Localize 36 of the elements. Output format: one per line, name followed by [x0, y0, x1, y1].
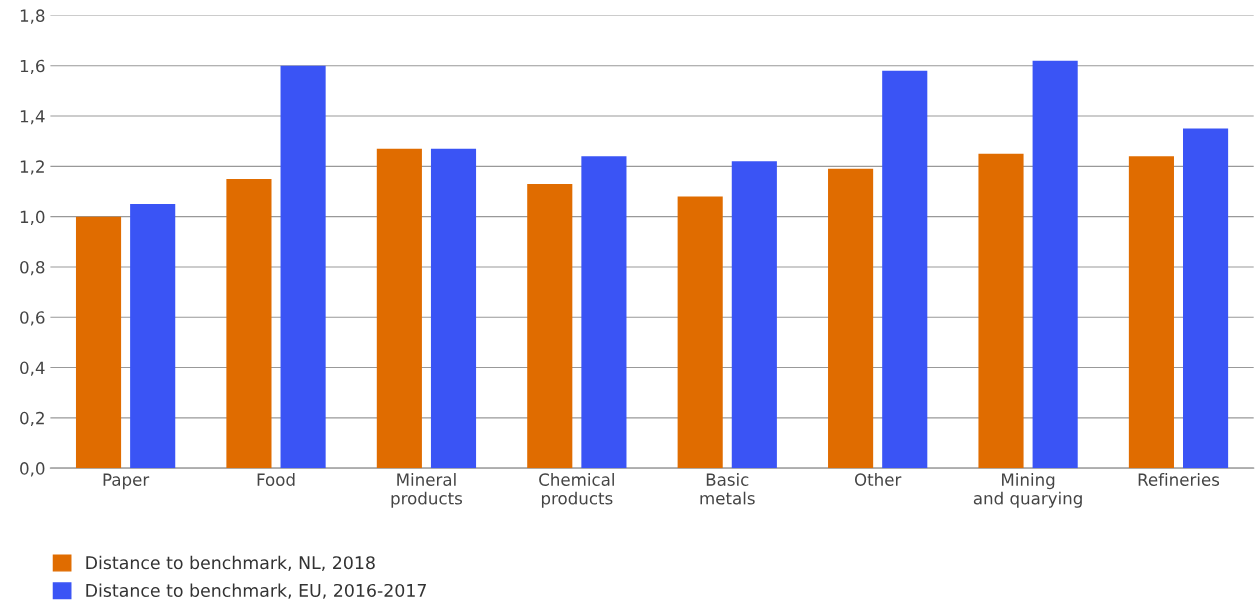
legend-label: Distance to benchmark, NL, 2018 [86, 555, 375, 572]
x-tick-label: Basic metals [700, 473, 755, 505]
bar [1032, 60, 1078, 469]
bar [75, 216, 122, 469]
x-tick-label: Food [257, 473, 295, 486]
y-tick-label: 1,2 [20, 160, 44, 175]
y-tick-label: 0,4 [20, 361, 45, 376]
x-tick-label: Chemical products [539, 473, 614, 508]
bar [226, 178, 272, 469]
x-tick-label: Other [854, 473, 902, 486]
bar [376, 148, 422, 469]
x-tick-label: Refineries [1138, 473, 1220, 486]
bar [130, 204, 176, 469]
legend-label: Distance to benchmark, EU, 2016-2017 [86, 583, 426, 599]
bar [430, 148, 477, 469]
x-tick-label: Mining and quarying [973, 473, 1082, 508]
bar [978, 153, 1024, 469]
bar [1128, 156, 1174, 469]
y-tick-label: 1,8 [20, 9, 45, 24]
y-tick-label: 1,4 [20, 110, 45, 125]
x-tick-label: Mineral products [391, 473, 463, 508]
y-tick-label: 1,6 [20, 59, 45, 74]
y-tick-label: 1,0 [20, 210, 45, 225]
y-tick-label: 0,8 [20, 260, 45, 276]
bar [828, 168, 874, 469]
bar [280, 65, 326, 469]
y-tick-label: 0,6 [20, 311, 45, 326]
bar [677, 196, 723, 469]
bar [882, 70, 928, 469]
bar [731, 161, 777, 469]
y-tick-label: 0,0 [20, 462, 45, 477]
y-tick-label: 0,2 [20, 411, 44, 427]
bar [581, 156, 627, 469]
x-tick-label: Paper [103, 473, 150, 490]
bar [527, 183, 573, 469]
bar [1183, 128, 1229, 469]
